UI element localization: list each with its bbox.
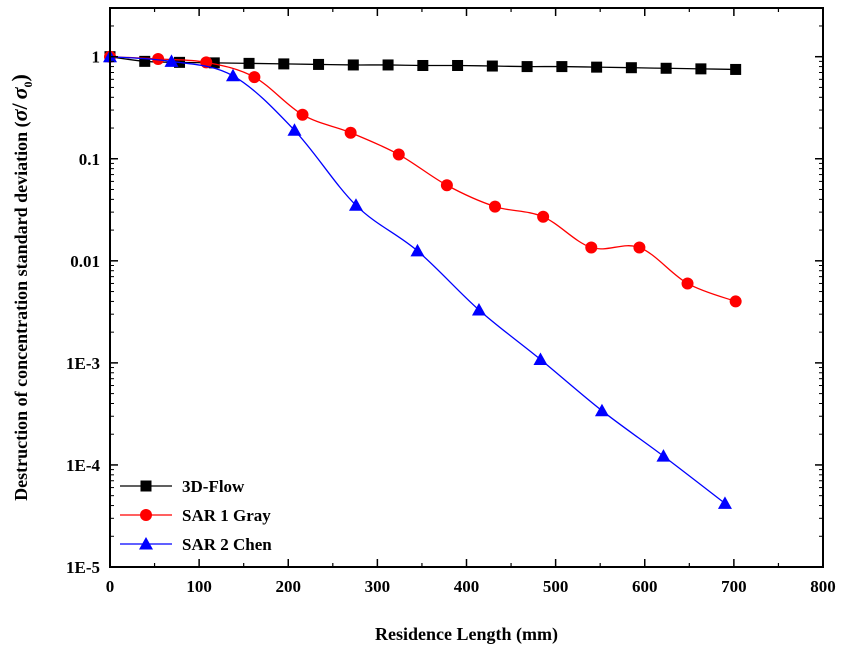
legend-marker [139,537,153,550]
y-tick-label: 0.01 [70,252,100,271]
data-point [410,243,425,257]
x-tick-label: 500 [543,577,569,596]
y-axis-title-sigma: σ [7,108,32,121]
data-point [382,59,394,71]
data-point [164,54,179,67]
data-point [139,55,151,67]
data-point [594,403,609,417]
data-point [452,59,464,71]
y-tick-label: 1E-4 [66,456,101,475]
legend: 3D-Flow SAR 1 Gray SAR 2 Chen [120,477,272,554]
data-point [208,57,220,69]
data-point [585,241,598,254]
data-point [440,179,453,192]
x-tick-label: 100 [186,577,212,596]
data-point [729,295,742,308]
x-tick-label: 300 [365,577,391,596]
legend-entry: SAR 2 Chen [120,535,272,554]
x-tick-label: 200 [276,577,302,596]
data-point [296,108,309,121]
data-point [417,59,429,71]
data-point [486,60,498,72]
y-axis-title: Destruction of concentration standard de… [7,74,35,501]
x-axis-title: Residence Length (mm) [375,624,558,645]
y-tick-label: 0.1 [79,150,100,169]
y-tick-label: 1E-5 [66,558,100,577]
data-point [287,123,302,136]
data-point [633,241,646,254]
data-point [533,352,548,365]
x-tick-label: 800 [810,577,836,596]
y-axis-title-subscript: 0 [21,82,35,88]
data-point [717,496,732,509]
data-point [556,61,568,73]
data-point [660,62,672,74]
axes: 0 100 200 300 400 500 600 700 800 1E-5 1E-4 1E-3 0.0… [66,8,836,596]
data-point [348,198,363,211]
x-tick-label: 600 [632,577,658,596]
data-point [347,59,359,71]
data-point [313,58,325,70]
y-axis-title-slash: / [7,102,32,110]
data-point [243,57,255,69]
legend-label: SAR 2 Chen [182,535,272,554]
data-point [695,63,707,75]
y-tick-label: 1 [92,48,101,67]
data-point [344,126,357,139]
data-point [392,148,405,161]
data-point [471,302,486,316]
legend-marker [140,480,152,492]
legend-label: 3D-Flow [182,477,245,496]
x-tick-label: 700 [721,577,747,596]
y-tick-label: 1E-3 [66,354,100,373]
series-sar-1-gray [104,50,742,308]
y-axis-title-sigma0: σ [7,86,32,99]
data-point [489,200,502,213]
data-point [152,52,165,65]
series-sar-2-chen [103,49,732,509]
data-point [278,58,290,70]
legend-entry: SAR 1 Gray [120,506,271,525]
data-point [225,68,240,82]
legend-label: SAR 1 Gray [182,506,271,525]
y-axis-title-text: Destruction of concentration standard de… [11,121,32,500]
legend-entry: 3D-Flow [120,477,245,496]
data-point [656,449,671,462]
x-tick-label: 400 [454,577,480,596]
data-point [521,61,533,73]
data-point [591,61,603,73]
data-point [537,210,550,223]
data-point [730,63,742,75]
data-point [681,277,694,290]
data-point [625,62,637,74]
legend-marker [140,509,152,521]
series-layer [103,49,742,509]
y-axis-title-close: ) [7,74,32,81]
x-tick-label: 0 [106,577,115,596]
data-point [248,71,261,84]
